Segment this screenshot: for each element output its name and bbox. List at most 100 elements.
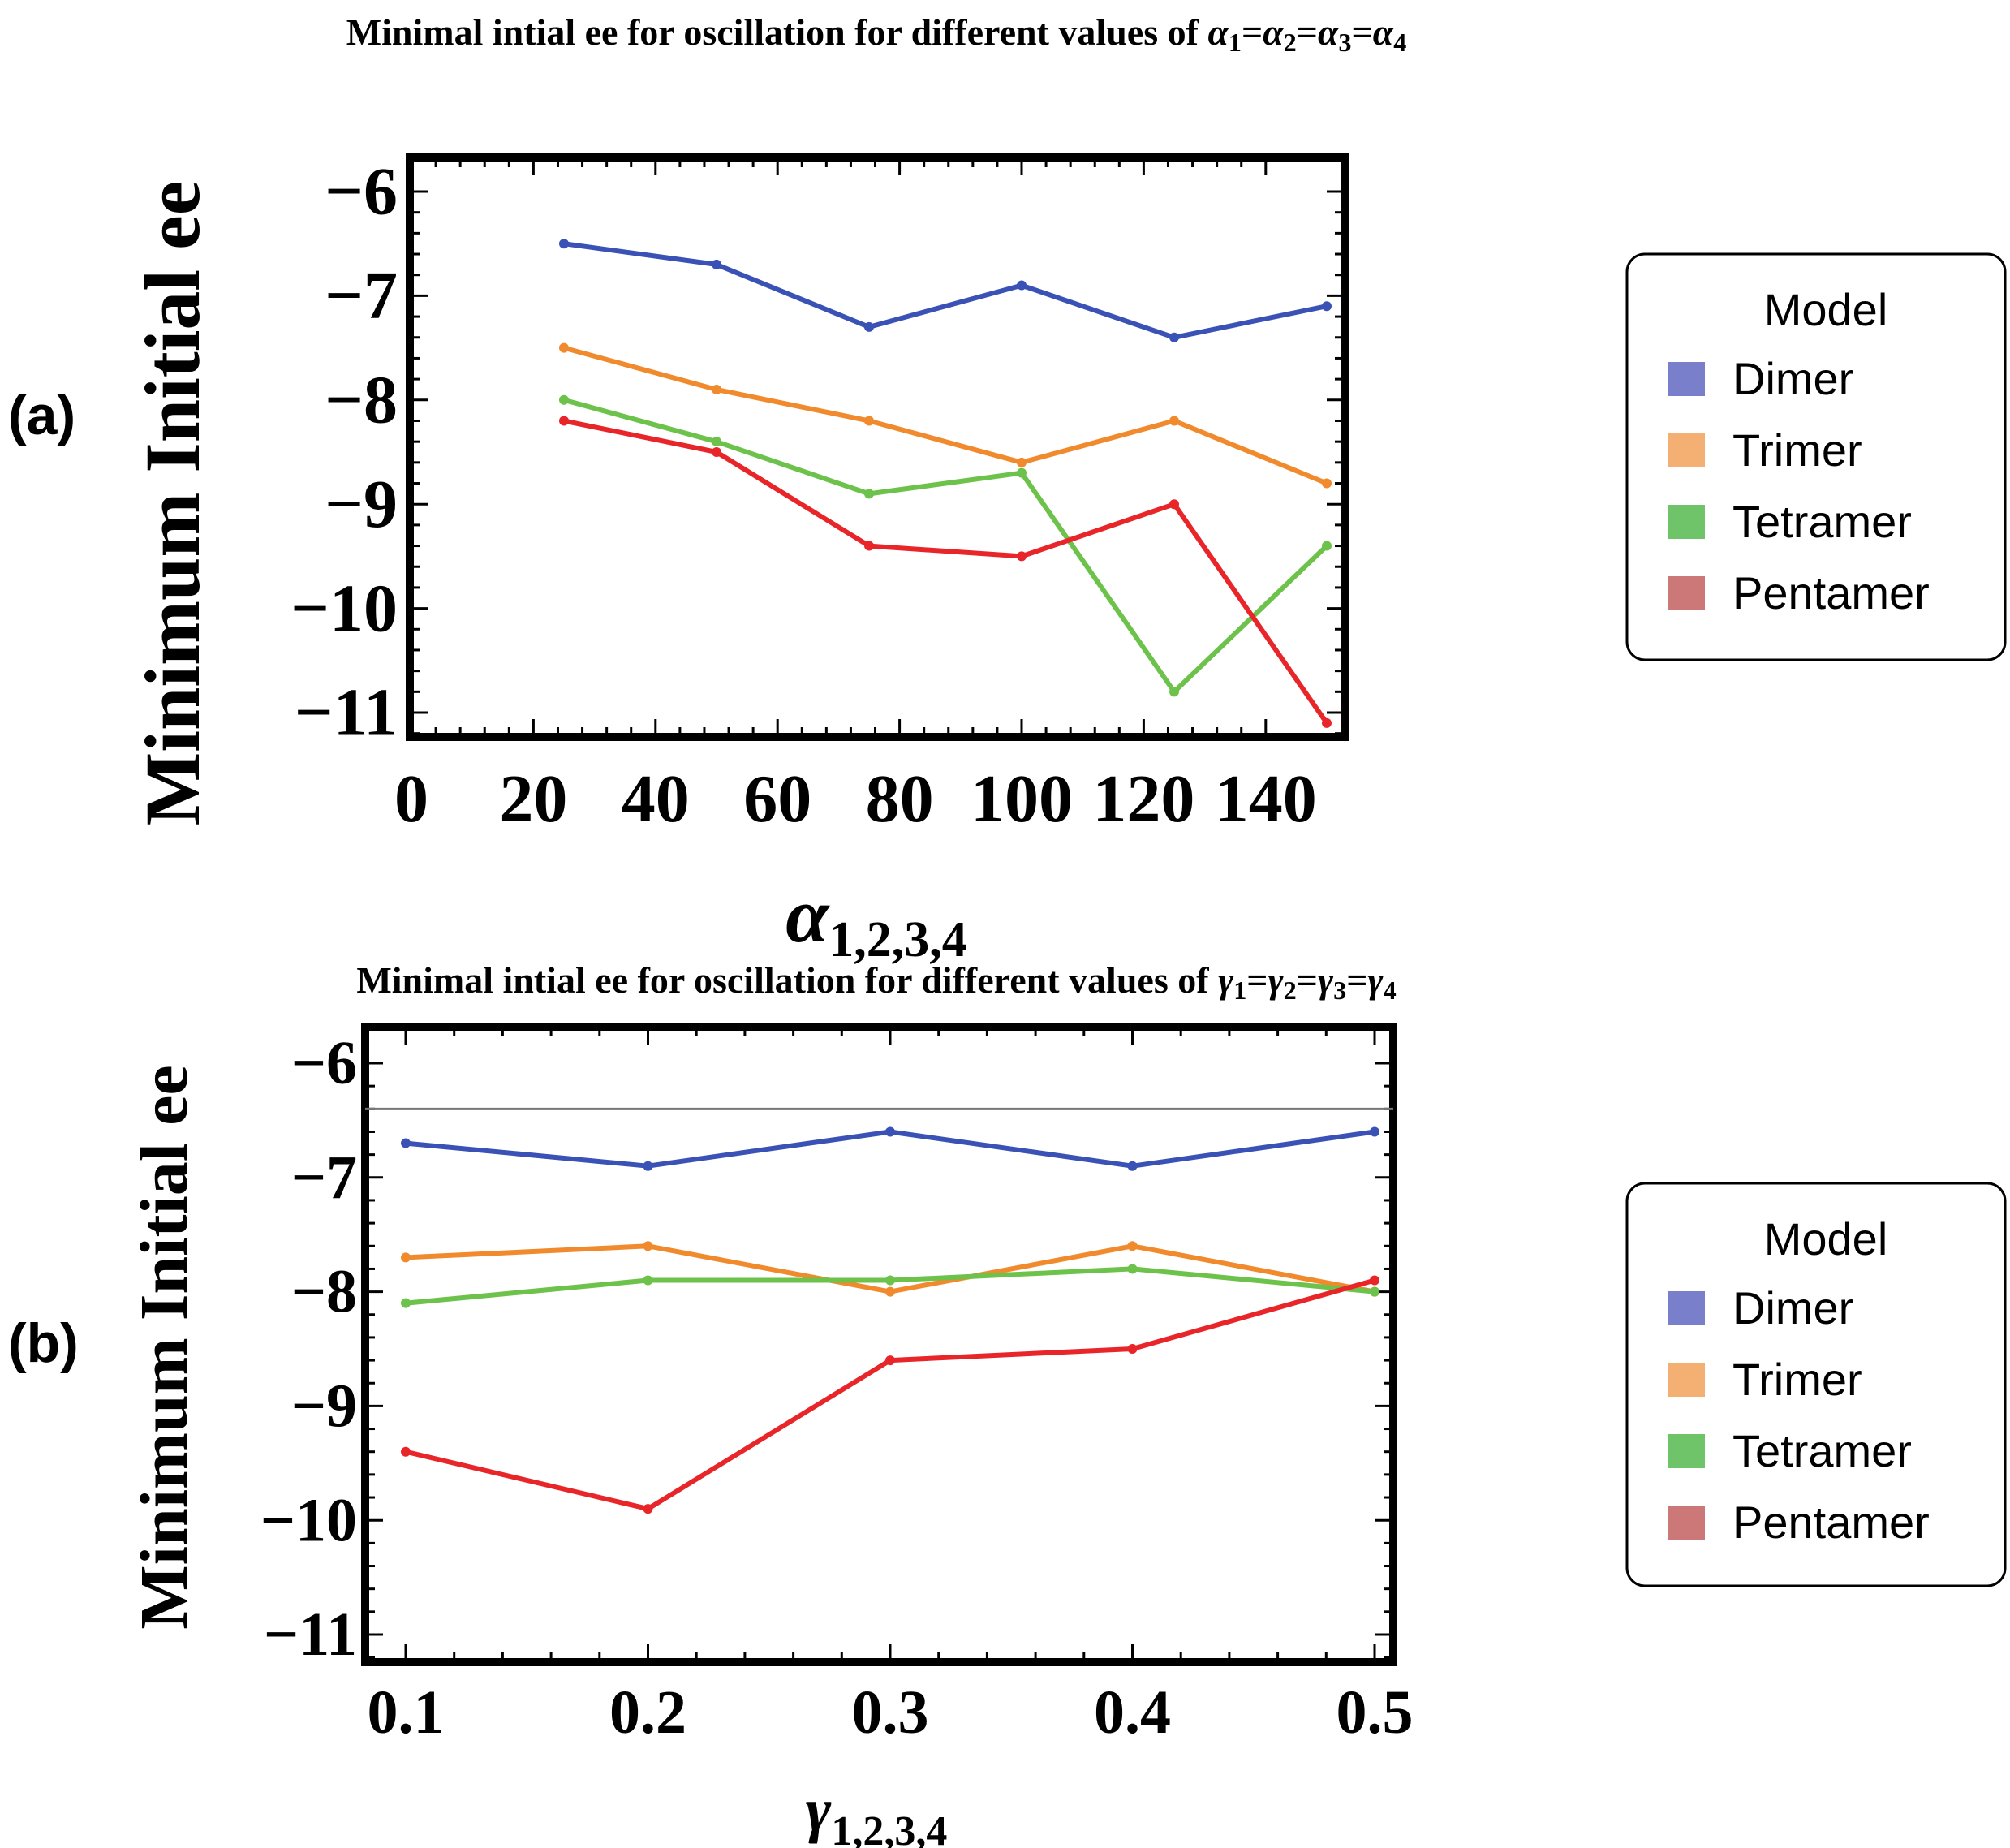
data-point-trimer	[401, 1252, 411, 1263]
data-point-trimer	[885, 1286, 895, 1297]
legend-swatch-dimer	[1668, 1291, 1705, 1325]
chart-title-equals: =	[1242, 11, 1263, 53]
data-point-dimer	[559, 239, 569, 249]
data-point-dimer	[401, 1138, 411, 1148]
data-point-dimer	[643, 1161, 653, 1171]
y-tick-label: −11	[295, 675, 398, 751]
data-point-pentamer	[1127, 1344, 1138, 1354]
data-point-trimer	[1127, 1241, 1138, 1251]
axis-ticks	[365, 1027, 1393, 1662]
y-tick-label: −9	[325, 467, 398, 542]
data-point-pentamer	[1017, 551, 1027, 562]
chart-title-subscript: 3	[1338, 28, 1351, 57]
chart-title-subscript: 4	[1384, 976, 1397, 1005]
x-axis-label: γ1,2,3,4	[806, 1776, 948, 1848]
y-tick-label: −6	[291, 1029, 357, 1097]
y-tick-label: −7	[325, 258, 398, 334]
legend-label-tetramer: Tetramer	[1732, 496, 1912, 547]
y-tick-label: −9	[291, 1372, 357, 1440]
plot-frame	[361, 1023, 1397, 1666]
x-tick-label: 0.4	[1094, 1678, 1171, 1747]
legend-swatch-trimer	[1668, 433, 1705, 467]
legend-swatch-pentamer	[1668, 576, 1705, 610]
legend-label-dimer: Dimer	[1732, 353, 1853, 404]
legend-label-pentamer: Pentamer	[1732, 567, 1930, 618]
chart-title-symbol: α	[1373, 11, 1395, 53]
chart-title-symbol: α	[1318, 11, 1340, 53]
chart-title-subscript: 2	[1284, 28, 1297, 57]
data-point-pentamer	[1370, 1275, 1379, 1286]
chart-title-equals: =	[1346, 959, 1367, 1001]
x-tick-label: 0	[394, 761, 428, 837]
data-point-trimer	[712, 384, 721, 394]
chart-title-symbol: α	[1207, 11, 1229, 53]
data-point-dimer	[712, 259, 721, 269]
legend-label-tetramer: Tetramer	[1732, 1425, 1912, 1476]
panel-label: (b)	[8, 1312, 79, 1374]
data-point-tetramer	[401, 1298, 411, 1308]
data-point-tetramer	[864, 489, 874, 499]
y-tick-label: −6	[325, 154, 398, 230]
series-line-trimer	[563, 345, 1328, 486]
series-line-dimer	[563, 241, 1328, 340]
x-axis-label-symbol: α	[785, 872, 830, 958]
data-point-dimer	[1370, 1126, 1379, 1137]
x-tick-label: 0.3	[852, 1678, 929, 1747]
data-point-dimer	[885, 1126, 895, 1137]
x-tick-label: 140	[1215, 761, 1317, 837]
chart-panel-b: Minimal intial ee for oscillation for di…	[8, 959, 2007, 1848]
legend-label-trimer: Trimer	[1732, 1354, 1862, 1405]
x-tick-label: 0.5	[1336, 1678, 1414, 1747]
chart-title-text: Minimal intial ee for oscillation for di…	[356, 959, 1218, 1001]
data-point-tetramer	[1017, 467, 1027, 478]
x-tick-label: 20	[499, 761, 567, 837]
series-line-tetramer	[563, 397, 1329, 695]
chart-title-symbol: α	[1263, 11, 1285, 53]
data-point-pentamer	[559, 416, 569, 426]
legend-swatch-pentamer	[1668, 1506, 1705, 1540]
x-axis-label-symbol: γ	[806, 1776, 832, 1844]
data-point-pentamer	[1322, 717, 1332, 728]
x-axis-label: α1,2,3,4	[785, 872, 967, 967]
data-point-tetramer	[1370, 1286, 1379, 1297]
data-point-pentamer	[864, 541, 874, 551]
legend-title: Model	[1764, 284, 1888, 335]
data-point-trimer	[643, 1241, 653, 1251]
data-point-pentamer	[885, 1355, 895, 1366]
x-tick-label: 0.1	[368, 1678, 445, 1747]
x-tick-label: 80	[866, 761, 934, 837]
data-point-tetramer	[1169, 687, 1179, 697]
legend-box	[1625, 252, 2007, 661]
data-point-tetramer	[643, 1275, 653, 1286]
chart-title-equals: =	[1246, 959, 1268, 1001]
chart-title-symbol: γ	[1218, 959, 1234, 1001]
x-tick-label: 100	[971, 761, 1073, 837]
chart-title-equals: =	[1352, 11, 1373, 53]
chart-title-symbol: γ	[1268, 959, 1285, 1001]
data-point-dimer	[1322, 301, 1332, 312]
legend-label-trimer: Trimer	[1732, 424, 1862, 476]
x-axis-label-subscript: 1,2,3,4	[829, 912, 967, 967]
y-axis-label: Minimum Initial ee	[129, 181, 216, 826]
axis-ticks	[410, 157, 1345, 737]
chart-title-subscript: 3	[1333, 976, 1346, 1005]
chart-title-subscript: 1	[1233, 976, 1246, 1005]
chart-title: Minimal intial ee for oscillation for di…	[346, 11, 1407, 57]
chart-title-subscript: 4	[1393, 28, 1406, 57]
data-point-tetramer	[559, 394, 569, 405]
data-point-pentamer	[1169, 499, 1179, 510]
x-tick-label: 60	[743, 761, 811, 837]
series-line-dimer	[405, 1129, 1375, 1169]
data-point-tetramer	[712, 437, 721, 447]
chart-panel-a: Minimal intial ee for oscillation for di…	[8, 11, 2007, 967]
legend-swatch-trimer	[1668, 1363, 1705, 1397]
legend-box	[1625, 1182, 2007, 1587]
data-point-dimer	[1169, 332, 1179, 342]
legend: Model Dimer Trimer Tetramer Pentamer	[1625, 1182, 2007, 1587]
legend-label-dimer: Dimer	[1732, 1282, 1853, 1333]
y-tick-label: −10	[260, 1486, 357, 1554]
x-tick-label: 0.2	[609, 1678, 686, 1747]
data-point-dimer	[864, 321, 874, 332]
chart-title-subscript: 2	[1284, 976, 1297, 1005]
